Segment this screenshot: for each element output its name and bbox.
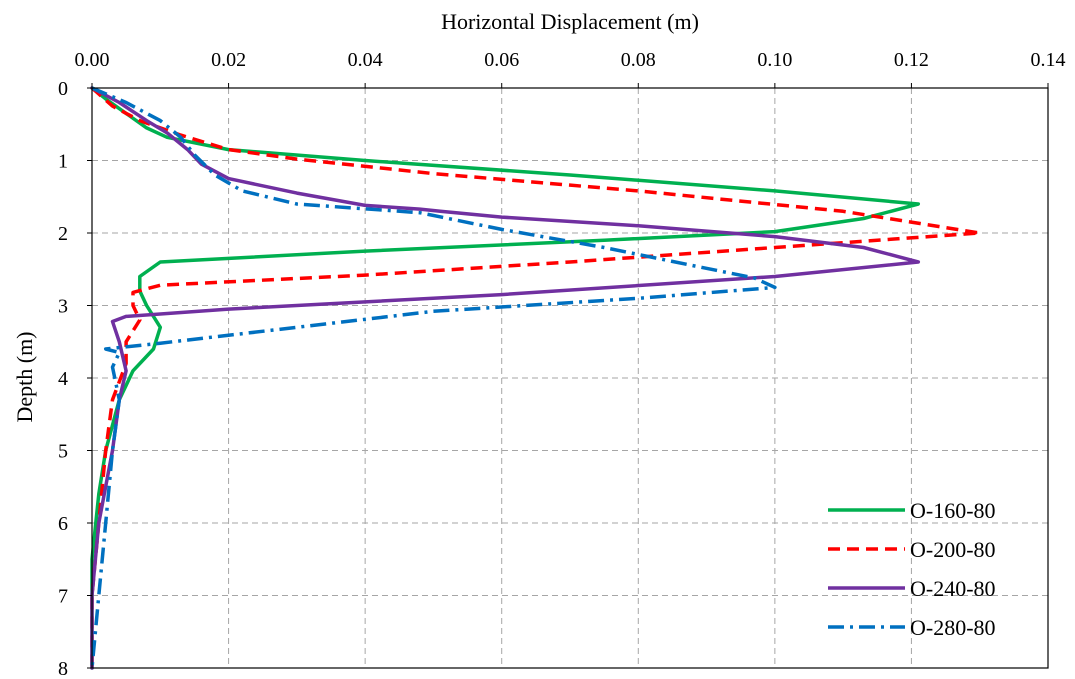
y-tick-label: 3 <box>58 296 68 318</box>
y-tick-label: 5 <box>58 441 68 463</box>
x-tick-label: 0.08 <box>621 49 656 71</box>
y-tick-label: 0 <box>58 78 68 100</box>
legend-label: O-280-80 <box>910 615 996 640</box>
x-tick-label: 0.02 <box>211 49 246 71</box>
x-tick-label: 0.10 <box>757 49 792 71</box>
y-tick-label: 4 <box>58 368 68 390</box>
y-tick-label: 2 <box>58 223 68 245</box>
x-tick-label: 0.04 <box>348 49 383 71</box>
x-axis-ticks: 0.00 0.02 0.04 0.06 0.08 0.10 0.12 0.14 <box>75 49 1066 88</box>
y-tick-label: 8 <box>58 658 68 679</box>
series-line-o-160-80 <box>90 86 921 670</box>
x-tick-label: 0.00 <box>75 49 110 71</box>
legend-label: O-240-80 <box>910 576 996 601</box>
y-tick-label: 1 <box>58 151 68 173</box>
y-axis-ticks: 0 1 2 3 4 5 6 7 8 <box>58 78 92 679</box>
series-line-o-280-80 <box>90 86 777 669</box>
x-tick-label: 0.14 <box>1031 49 1066 71</box>
legend-label: O-200-80 <box>910 537 996 562</box>
x-tick-label: 0.12 <box>894 49 929 71</box>
legend: O-160-80 O-200-80 O-240-80 O-280-80 <box>828 498 996 640</box>
y-axis-title: Depth (m) <box>12 331 37 422</box>
series-line-o-200-80 <box>90 86 982 668</box>
series-lines <box>90 86 982 670</box>
x-tick-label: 0.06 <box>484 49 519 71</box>
x-axis-title: Horizontal Displacement (m) <box>441 9 699 34</box>
legend-label: O-160-80 <box>910 498 996 523</box>
y-tick-label: 7 <box>58 586 68 608</box>
y-tick-label: 6 <box>58 513 68 535</box>
grid <box>92 88 1048 668</box>
